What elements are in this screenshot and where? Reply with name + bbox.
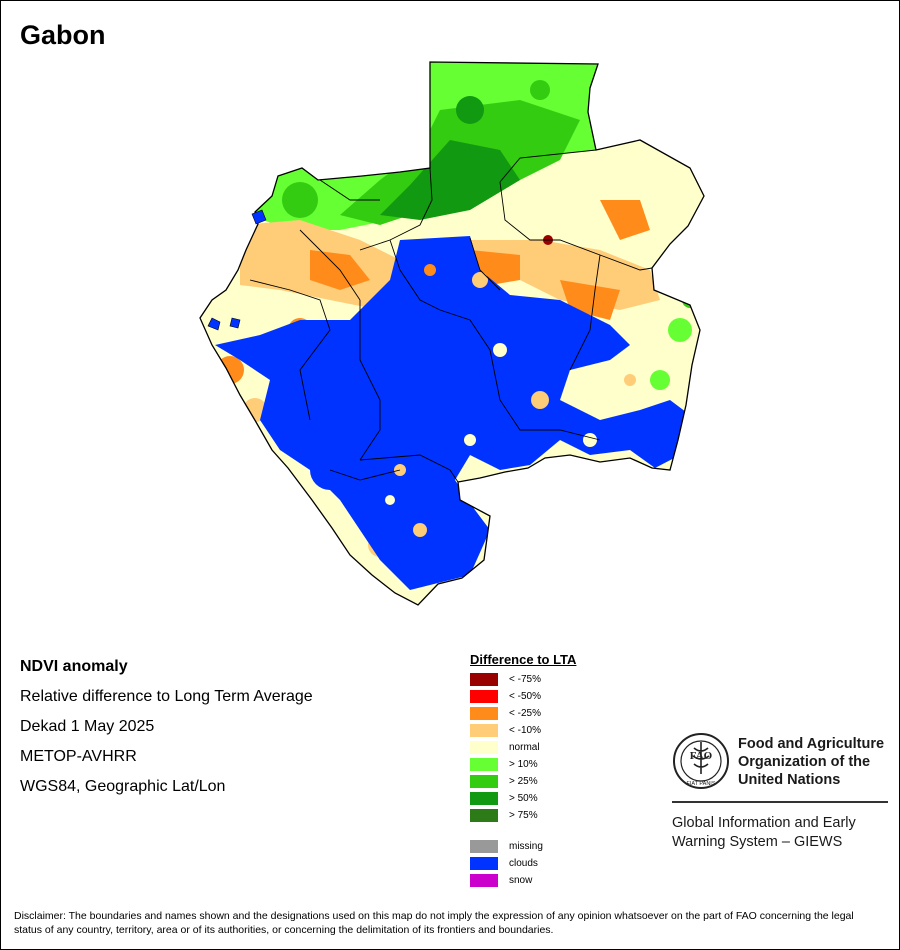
legend-classes: < -75% < -50% < -25% < -10% normal > 10% > 25%… (470, 671, 576, 824)
giews-line: Warning System – GIEWS (672, 834, 843, 850)
fao-divider (672, 801, 888, 803)
fao-name-line: United Nations (738, 772, 841, 788)
legend-item: > 10% (470, 756, 576, 773)
legend-item: > 25% (470, 773, 576, 790)
legend: Difference to LTA < -75% < -50% < -25% < -1… (470, 652, 576, 889)
legend-swatch (470, 840, 498, 853)
ndvi-raster (200, 62, 704, 605)
legend-label: normal (509, 742, 540, 753)
fao-logo-icon: FAO FIAT PANIS (673, 733, 729, 789)
legend-label: < -10% (509, 725, 541, 736)
ndvi-anomaly-map (199, 61, 705, 606)
legend-label: > 25% (509, 776, 538, 787)
legend-item: missing (470, 838, 576, 855)
legend-label: missing (509, 841, 543, 852)
province-boundaries (249, 149, 653, 483)
legend-swatch (470, 690, 498, 703)
fao-name: Food and Agriculture Organization of the… (738, 735, 898, 789)
legend-label: > 75% (509, 810, 538, 821)
legend-label: < -75% (509, 674, 541, 685)
legend-swatch (470, 857, 498, 870)
fao-name-line: Food and Agriculture (738, 736, 885, 752)
legend-item: clouds (470, 855, 576, 872)
legend-label: > 10% (509, 759, 538, 770)
legend-label: > 50% (509, 793, 538, 804)
map-title: Gabon (20, 20, 106, 50)
info-line: Relative difference to Long Term Average (20, 688, 313, 705)
legend-item: snow (470, 872, 576, 889)
coastal-islands (207, 209, 267, 331)
legend-swatch (470, 724, 498, 737)
fao-logo-motto: FIAT PANIS (686, 781, 715, 787)
info-line: Dekad 1 May 2025 (20, 718, 155, 735)
map-info: NDVI anomaly Relative difference to Long… (20, 656, 313, 806)
info-heading: NDVI anomaly (20, 658, 128, 675)
legend-swatch (470, 673, 498, 686)
legend-label: < -50% (509, 691, 541, 702)
legend-swatch (470, 741, 498, 754)
legend-title: Difference to LTA (470, 652, 577, 667)
legend-item: > 75% (470, 807, 576, 824)
info-line: METOP-AVHRR (20, 748, 137, 765)
fao-logo-text: FAO (690, 750, 713, 762)
legend-item: < -75% (470, 671, 576, 688)
legend-swatch (470, 775, 498, 788)
legend-label: < -25% (509, 708, 541, 719)
info-line: WGS84, Geographic Lat/Lon (20, 778, 226, 795)
giews-line: Global Information and Early (672, 815, 856, 831)
legend-swatch (470, 707, 498, 720)
legend-label: clouds (509, 858, 538, 869)
legend-swatch (470, 874, 498, 887)
legend-item: < -50% (470, 688, 576, 705)
legend-swatch (470, 792, 498, 805)
legend-swatch (470, 758, 498, 771)
disclaimer: Disclaimer: The boundaries and names sho… (14, 910, 854, 936)
legend-extra-classes: missing clouds snow (470, 838, 576, 889)
legend-item: > 50% (470, 790, 576, 807)
fao-name-line: Organization of the (738, 754, 871, 770)
legend-item: < -10% (470, 722, 576, 739)
legend-swatch (470, 809, 498, 822)
legend-label: snow (509, 875, 533, 886)
giews-name: Global Information and Early Warning Sys… (672, 814, 892, 852)
legend-item: < -25% (470, 705, 576, 722)
legend-item: normal (470, 739, 576, 756)
